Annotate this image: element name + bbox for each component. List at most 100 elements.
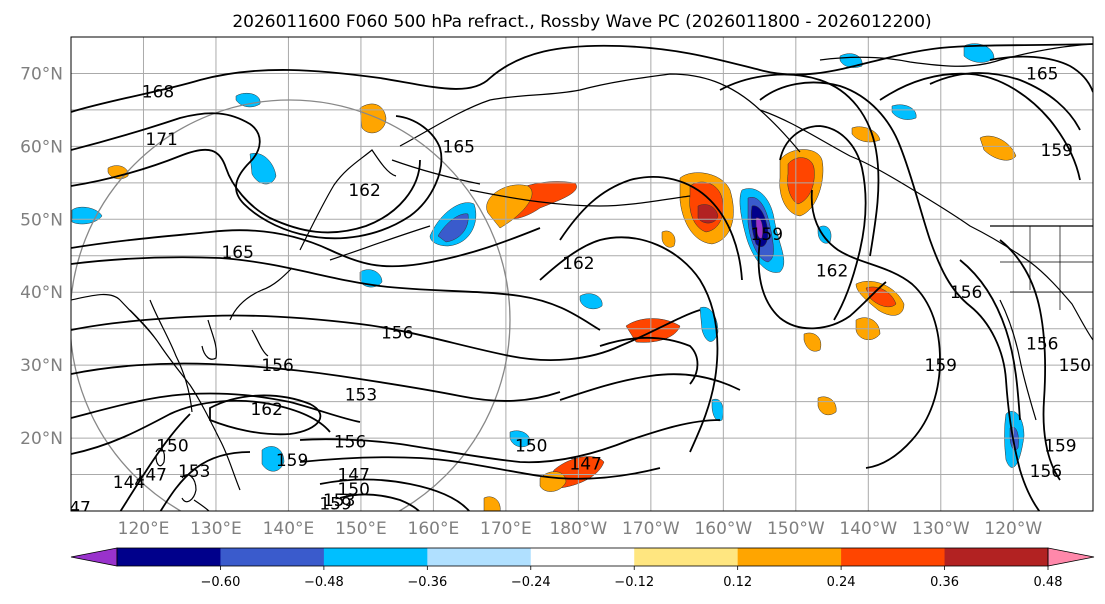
contour-line <box>299 419 721 464</box>
contour-label: 150 <box>515 436 547 456</box>
colorbar-segment <box>220 548 325 566</box>
contour-line <box>339 493 421 511</box>
colorbar-segment <box>117 548 221 566</box>
shade-patch <box>437 213 469 243</box>
x-tick-label: 150°E <box>335 519 387 539</box>
contour-label: 162 <box>348 181 380 201</box>
colorbar-segment <box>530 548 635 566</box>
contour-label: 153 <box>345 385 377 405</box>
shade-patch <box>787 157 815 205</box>
contour-line <box>879 72 1081 181</box>
contour-label: 165 <box>443 137 475 157</box>
contour-line <box>719 73 880 257</box>
contour-line <box>810 189 941 469</box>
x-tick-label: 130°W <box>912 519 970 539</box>
contour-line <box>989 55 1093 93</box>
contour-label: 156 <box>334 433 366 453</box>
x-tick-label: 170°E <box>480 519 532 539</box>
shade-patch <box>817 225 832 244</box>
contour-label: 156 <box>261 356 293 376</box>
contour-line <box>71 43 1093 113</box>
shade-patch <box>711 398 724 422</box>
contour-label: 156 <box>1030 462 1062 482</box>
contour-line <box>959 259 1021 421</box>
coastline-arctic <box>819 43 1093 67</box>
contour-label: 147 <box>58 498 90 518</box>
x-tick-label: 120°E <box>118 519 170 539</box>
contour-line <box>299 456 661 480</box>
contour-label: 150 <box>337 480 369 500</box>
colorbar-tick-label: −0.60 <box>201 575 241 590</box>
x-tick-label: 130°E <box>190 519 242 539</box>
contour-line <box>71 112 443 240</box>
colorbar-tick-label: 0.12 <box>723 575 752 590</box>
shade-patch <box>509 430 531 448</box>
contour-line <box>599 336 699 385</box>
contour-line <box>159 451 251 511</box>
contour-label: 153 <box>178 462 210 482</box>
y-tick-label: 60°N <box>20 137 63 157</box>
x-tick-label: 160°E <box>408 519 460 539</box>
y-tick-label: 30°N <box>20 356 63 376</box>
colorbar-tick-label: −0.12 <box>614 575 654 590</box>
contour-label: 150 <box>156 436 188 456</box>
grid-lines <box>71 37 1093 511</box>
colorbar-segment <box>323 548 428 566</box>
colorbar-tick-label: 0.24 <box>827 575 856 590</box>
contour-label: 159 <box>1041 141 1073 161</box>
x-tick-label: 140°E <box>263 519 315 539</box>
colorbar-segment <box>841 548 946 566</box>
y-tick-label: 70°N <box>20 64 63 84</box>
x-tick-label: 170°W <box>622 519 680 539</box>
contour-label: 162 <box>562 254 594 274</box>
x-axis-ticks: 120°E 130°E 140°E 150°E 160°E 170°E 180°W 170°W… <box>118 519 1043 539</box>
contour-line <box>71 399 331 455</box>
contour-line <box>71 392 361 423</box>
coastline-taiwan <box>155 447 165 467</box>
contour-line <box>71 148 421 234</box>
colorbar-tick-labels: −0.60 −0.48 −0.36 −0.24 −0.12 0.12 0.24 0.36 0.4… <box>201 575 1063 590</box>
contour-line <box>71 309 701 361</box>
coastline-us-west <box>999 299 1037 421</box>
colorbar-tick-label: −0.24 <box>511 575 551 590</box>
coastline-aleutians <box>329 189 691 261</box>
contour-label: 156 <box>381 323 413 343</box>
contour-label: 159 <box>751 225 783 245</box>
x-tick-label: 180°W <box>549 519 607 539</box>
shade-patch <box>979 135 1017 161</box>
contour-label: 165 <box>1026 64 1058 84</box>
shade-patch <box>579 293 603 310</box>
contour-line <box>119 413 191 511</box>
contour-line <box>71 362 561 402</box>
contour-label: 159 <box>276 451 308 471</box>
coastlines <box>71 43 1093 511</box>
contour-label: 150 <box>1059 356 1091 376</box>
colorbar-segment <box>634 548 739 566</box>
map-area: 1681711621651651621561561531621561591501… <box>58 37 1093 518</box>
contour-label: 144 <box>113 473 145 493</box>
contour-line <box>319 478 471 511</box>
contour-line <box>71 227 541 268</box>
contour-label: 147 <box>569 455 601 475</box>
shading-layer <box>71 43 1025 511</box>
map-frame <box>70 36 1094 512</box>
colorbar-segment <box>944 548 1049 566</box>
contour-label: 156 <box>950 283 982 303</box>
contour-line <box>559 176 743 281</box>
contour-label: 159 <box>319 495 351 515</box>
shade-patch <box>249 152 277 185</box>
y-axis-ticks: 20°N 30°N 40°N 50°N 60°N 70°N <box>20 64 63 449</box>
shade-patch <box>755 217 763 239</box>
shade-patch <box>661 230 676 248</box>
colorbar-tick-label: 0.48 <box>1034 575 1063 590</box>
y-tick-label: 50°N <box>20 210 63 230</box>
colorbar-segment <box>427 548 532 566</box>
contour-label: 171 <box>145 130 177 150</box>
shade-patch <box>697 204 719 224</box>
shade-patch <box>891 104 917 120</box>
colorbar-tick-label: −0.36 <box>407 575 447 590</box>
x-tick-label: 150°W <box>767 519 825 539</box>
contour-label: 159 <box>1044 436 1076 456</box>
